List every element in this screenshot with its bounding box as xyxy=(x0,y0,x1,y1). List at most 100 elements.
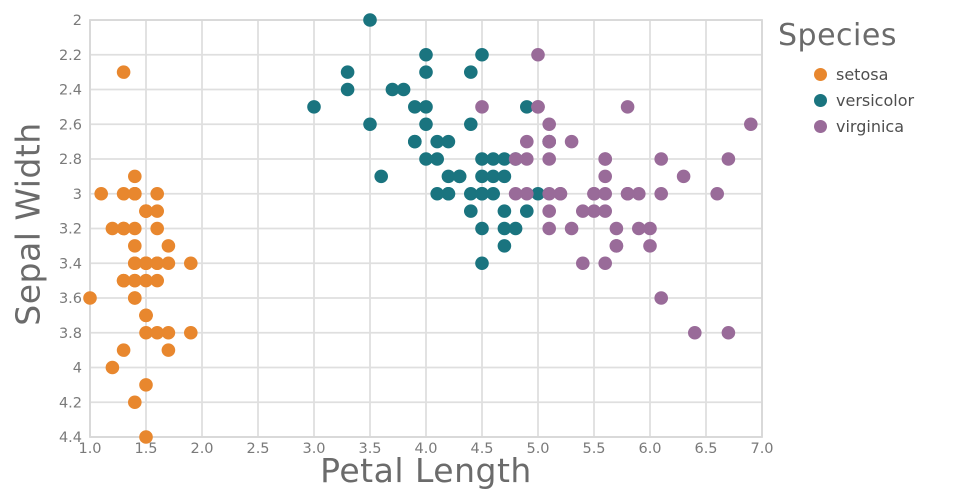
data-point-virginica xyxy=(508,186,523,201)
data-point-versicolor xyxy=(464,204,478,218)
data-point-virginica xyxy=(531,100,545,114)
data-point-versicolor xyxy=(497,204,512,218)
x-tick-label: 4.0 xyxy=(414,441,437,457)
data-point-setosa xyxy=(184,256,198,271)
x-tick-label: 6.5 xyxy=(694,441,717,457)
legend-item-setosa: setosa xyxy=(814,65,958,84)
data-point-virginica xyxy=(598,169,612,184)
x-tick-label: 7.0 xyxy=(750,441,773,457)
data-point-versicolor xyxy=(419,152,433,166)
data-point-versicolor xyxy=(363,13,377,27)
data-point-setosa xyxy=(184,325,198,340)
legend-label: setosa xyxy=(836,65,889,84)
legend-swatch-setosa xyxy=(814,68,827,81)
data-point-versicolor xyxy=(497,239,512,253)
data-point-setosa xyxy=(139,308,153,323)
data-point-setosa xyxy=(128,169,142,184)
data-point-virginica xyxy=(620,186,635,201)
y-tick-label: 3.2 xyxy=(59,222,82,238)
y-tick-label: 3.6 xyxy=(59,291,82,307)
y-tick-label: 3 xyxy=(73,187,82,203)
data-point-versicolor xyxy=(408,134,422,149)
x-tick-label: 2.0 xyxy=(190,441,213,457)
data-point-versicolor xyxy=(464,186,478,201)
data-point-versicolor xyxy=(441,169,456,184)
legend-swatch-versicolor xyxy=(814,94,827,107)
data-point-versicolor xyxy=(520,204,534,218)
data-point-setosa xyxy=(128,395,142,410)
data-point-versicolor xyxy=(497,169,512,184)
legend-items: setosa versicolor virginica xyxy=(778,65,958,136)
data-point-setosa xyxy=(105,221,120,236)
data-point-versicolor xyxy=(531,186,545,201)
data-point-virginica xyxy=(531,47,545,62)
data-point-virginica xyxy=(654,291,668,305)
x-tick-label: 6.0 xyxy=(638,441,661,457)
data-point-versicolor xyxy=(419,47,433,62)
data-point-setosa xyxy=(105,360,120,375)
x-tick-label: 5.5 xyxy=(582,441,605,457)
legend-title: Species xyxy=(778,18,897,53)
data-point-setosa xyxy=(139,204,153,218)
data-point-versicolor xyxy=(508,221,523,236)
legend-label: versicolor xyxy=(836,91,915,110)
data-point-virginica xyxy=(587,186,601,201)
data-point-versicolor xyxy=(430,134,445,149)
data-point-versicolor xyxy=(430,186,445,201)
y-tick-label: 3.8 xyxy=(59,326,82,342)
data-point-versicolor xyxy=(486,186,501,201)
data-point-versicolor xyxy=(497,152,512,166)
data-point-virginica xyxy=(520,134,534,149)
y-tick-label: 4.2 xyxy=(59,395,82,411)
data-point-virginica xyxy=(654,186,668,201)
data-point-setosa xyxy=(116,186,131,201)
data-point-virginica xyxy=(576,204,590,218)
data-point-virginica xyxy=(576,256,590,271)
x-tick-label: 1.5 xyxy=(134,441,157,457)
data-point-virginica xyxy=(475,100,489,114)
data-point-setosa xyxy=(128,256,142,271)
data-point-virginica xyxy=(542,117,556,132)
data-point-versicolor xyxy=(363,117,377,132)
data-point-virginica xyxy=(520,186,534,201)
data-point-setosa xyxy=(150,256,164,271)
data-point-versicolor xyxy=(520,100,534,114)
data-point-virginica xyxy=(632,186,646,201)
data-point-virginica xyxy=(598,256,612,271)
plot-frame xyxy=(89,19,763,438)
data-point-setosa xyxy=(150,204,164,218)
data-point-setosa xyxy=(161,256,176,271)
data-point-versicolor xyxy=(464,117,478,132)
data-point-setosa xyxy=(139,325,153,340)
y-tick-label: 2 xyxy=(73,13,82,29)
data-point-virginica xyxy=(508,152,523,166)
legend-label: virginica xyxy=(836,117,904,136)
y-tick-label: 2.2 xyxy=(59,48,82,64)
data-point-virginica xyxy=(598,186,612,201)
x-tick-label: 1.0 xyxy=(78,441,101,457)
data-point-setosa xyxy=(150,186,164,201)
data-point-setosa xyxy=(161,239,176,253)
data-point-setosa xyxy=(161,343,176,357)
data-point-versicolor xyxy=(385,82,400,97)
x-tick-label: 2.5 xyxy=(246,441,269,457)
data-point-virginica xyxy=(721,325,736,340)
data-point-versicolor xyxy=(419,100,433,114)
data-point-virginica xyxy=(542,204,556,218)
data-point-versicolor xyxy=(475,221,489,236)
data-point-versicolor xyxy=(475,152,489,166)
data-point-virginica xyxy=(744,117,758,132)
data-point-virginica xyxy=(542,221,556,236)
data-point-setosa xyxy=(128,273,142,288)
data-point-virginica xyxy=(721,152,736,166)
data-point-versicolor xyxy=(419,65,433,79)
x-tick-label: 4.5 xyxy=(470,441,493,457)
data-point-versicolor xyxy=(486,152,501,166)
data-point-setosa xyxy=(94,186,108,201)
data-point-versicolor xyxy=(464,65,478,79)
data-point-virginica xyxy=(587,204,601,218)
data-point-setosa xyxy=(139,256,153,271)
data-point-setosa xyxy=(150,273,164,288)
data-point-versicolor xyxy=(441,134,456,149)
